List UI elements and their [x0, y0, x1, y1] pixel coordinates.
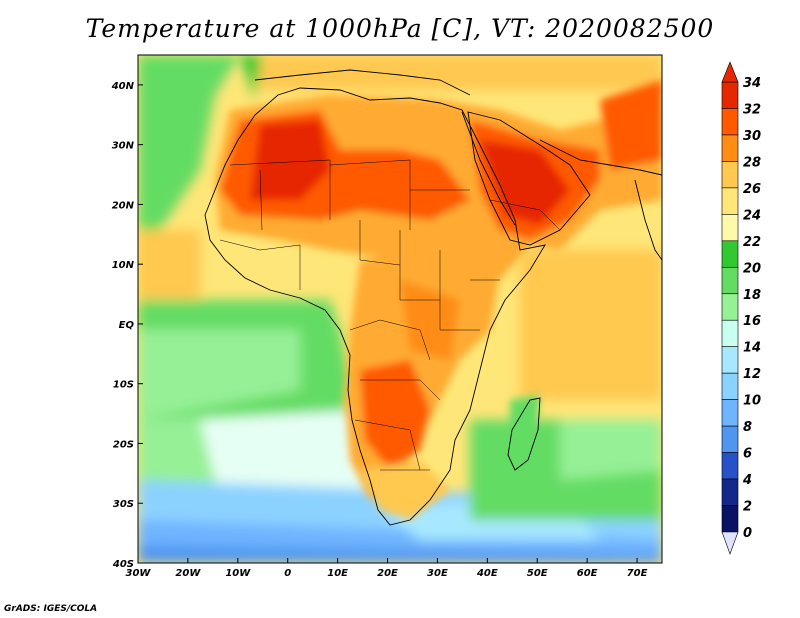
colorbar-label: 24: [743, 208, 761, 223]
colorbar-box: [721, 214, 739, 242]
lon-tick-label: 10W: [225, 568, 251, 579]
land-shading: [215, 80, 662, 520]
colorbar-box: [721, 293, 739, 321]
iran-coast: [539, 139, 662, 176]
lat-axis: 40N 30N 20N 10N EQ 10S 20S 30S 40S: [111, 81, 143, 570]
colorbar-box: [721, 108, 739, 136]
lon-tick-label: 20E: [377, 568, 398, 579]
lon-tick-label: 10E: [327, 568, 348, 579]
colorbar-box: [721, 319, 739, 348]
red-sea: [461, 111, 516, 226]
borders: [219, 159, 561, 471]
colorbar-label: 12: [743, 367, 761, 382]
colorbar-box: [721, 505, 739, 533]
lon-tick-label: 50E: [527, 568, 548, 579]
mediterranean-coast: [254, 69, 471, 96]
colorbar-label: 10: [743, 394, 761, 409]
lat-tick-label: 20N: [112, 200, 135, 211]
colorbar-label: 4: [742, 473, 752, 488]
lon-tick-label: 20W: [175, 568, 201, 579]
lat-tick-label: 10N: [112, 260, 135, 271]
lon-tick-label: 0: [284, 568, 291, 579]
madagascar-coastline: [507, 397, 541, 471]
colorbar-label: 6: [743, 447, 752, 462]
colorbar-label: 32: [743, 102, 761, 117]
colorbar-label: 14: [743, 341, 761, 356]
colorbar-label: 0: [743, 526, 752, 541]
colorbar-label: 20: [743, 261, 761, 276]
colorbar-box: [721, 81, 739, 109]
lon-tick-label: 60E: [577, 568, 598, 579]
colorbar-label: 2: [743, 500, 752, 515]
colorbar-box: [721, 425, 739, 453]
colorbar-label: 18: [743, 288, 761, 303]
lon-tick-label: 70E: [627, 568, 648, 579]
colorbar-label: 26: [743, 182, 761, 197]
map-title: Temperature at 1000hPa [C], VT: 20200825…: [85, 14, 715, 43]
lat-tick-label: 20S: [113, 439, 134, 450]
colorbar-box: [721, 266, 739, 295]
ocean-shading: [138, 55, 662, 563]
colorbar-label: 22: [743, 235, 761, 250]
credit-text: GrADS: IGES/COLA: [4, 604, 98, 614]
colorbar-label: 8: [743, 420, 752, 435]
lon-tick-label: 30W: [126, 568, 152, 579]
colorbar-box: [721, 372, 739, 400]
lat-tick-label: 30N: [112, 141, 135, 152]
colorbar-box: [721, 399, 739, 427]
colorbar-box: [721, 478, 739, 506]
colorbar-box: [721, 346, 739, 374]
plot-frame: [137, 54, 663, 564]
india-coast: [634, 179, 662, 261]
lon-axis: 30W 20W 10W 0 10E 20E 30E 40E 50E 60E 70E: [126, 558, 648, 579]
lat-tick-label: 40S: [112, 559, 134, 570]
colorbar-box: [721, 134, 739, 162]
lat-tick-label: 30S: [113, 499, 134, 510]
colorbar-box: [721, 452, 739, 480]
lon-tick-label: 40E: [476, 568, 498, 579]
lat-tick-label: 40N: [111, 81, 135, 92]
lon-tick-label: 30E: [427, 568, 448, 579]
lat-tick-label: 10S: [113, 380, 134, 391]
africa-coastline: [204, 87, 546, 526]
colorbar-box: [721, 187, 739, 215]
colorbar-max-triangle: [721, 61, 739, 83]
colorbar-box: [721, 161, 739, 189]
temperature-field: [138, 55, 662, 563]
colorbar-box: [721, 240, 739, 268]
colorbar-min-triangle: [721, 531, 739, 555]
colorbar-label: 16: [743, 314, 761, 329]
colorbar-label: 30: [743, 129, 761, 144]
lat-tick-label: EQ: [119, 320, 135, 331]
colorbar-label: 28: [743, 155, 761, 170]
colorbar-label: 34: [743, 76, 761, 91]
